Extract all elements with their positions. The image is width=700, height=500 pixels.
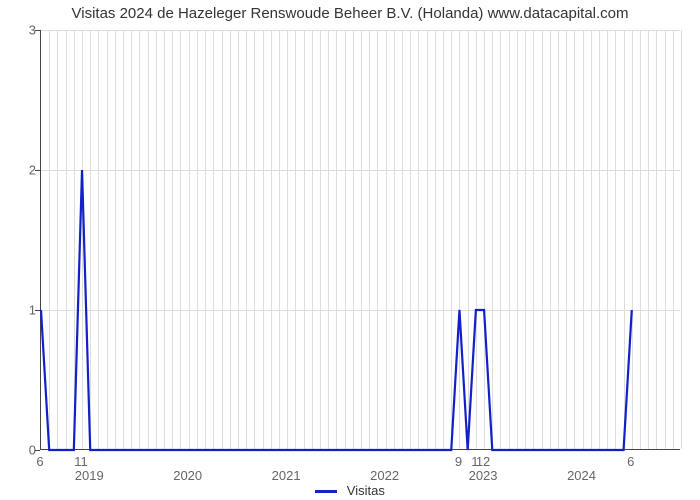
- x-tick-year: 2024: [567, 468, 596, 483]
- chart-title: Visitas 2024 de Hazeleger Renswoude Behe…: [0, 5, 700, 22]
- y-tick-label: 3: [6, 23, 36, 38]
- plot-area: [40, 30, 680, 450]
- x-tick-month: 9: [455, 454, 462, 469]
- x-tick-month: 11: [74, 454, 88, 469]
- y-tick-label: 0: [6, 443, 36, 458]
- legend-label: Visitas: [347, 483, 385, 498]
- x-tick-month: 6: [627, 454, 634, 469]
- x-tick-year: 2019: [75, 468, 104, 483]
- x-tick-year: 2020: [173, 468, 202, 483]
- x-tick-year: 2023: [469, 468, 498, 483]
- x-tick-year: 2021: [272, 468, 301, 483]
- x-tick-year: 2022: [370, 468, 399, 483]
- legend: Visitas: [0, 483, 700, 498]
- legend-swatch: [315, 490, 337, 493]
- x-tick-month: 12: [476, 454, 490, 469]
- x-tick-month: 6: [36, 454, 43, 469]
- y-tick-label: 1: [6, 303, 36, 318]
- chart-container: Visitas 2024 de Hazeleger Renswoude Behe…: [0, 0, 700, 500]
- line-series: [41, 30, 681, 450]
- y-tick-label: 2: [6, 163, 36, 178]
